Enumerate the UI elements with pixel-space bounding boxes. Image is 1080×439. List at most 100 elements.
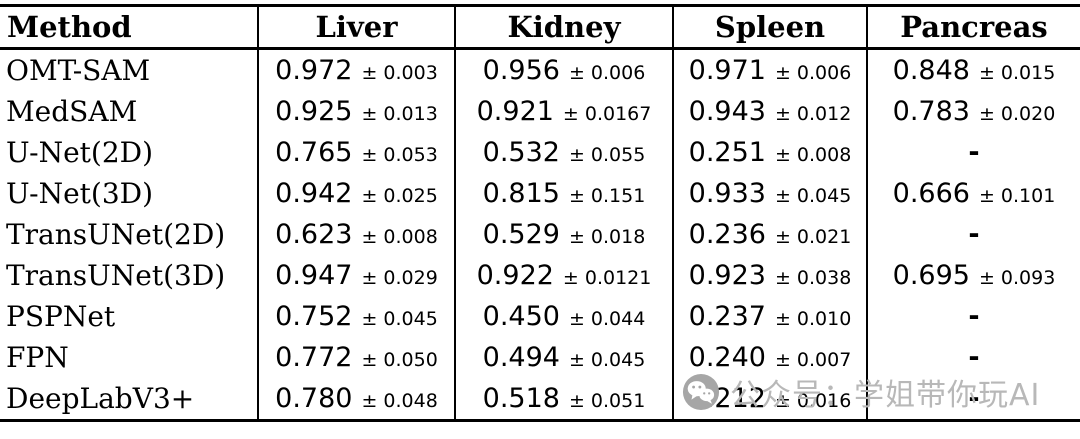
metric-std: ± 0.018 (568, 226, 646, 248)
metric-std: ± 0.093 (978, 267, 1056, 289)
table-row: PSPNet 0.752 ± 0.045 0.450 ± 0.044 0.237 ± … (0, 296, 1080, 337)
metric-value: 0.956 (482, 55, 560, 86)
metric-std: ± 0.016 (774, 390, 852, 412)
method-cell: PSPNet (6, 299, 116, 333)
metric-value: 0.240 (688, 342, 766, 373)
metric-std: ± 0.045 (568, 349, 646, 371)
value-cell: 0.518 ± 0.051 (454, 378, 673, 421)
metric-std: ± 0.0167 (562, 103, 652, 125)
value-cell: 0.772 ± 0.050 (257, 337, 455, 378)
metric-value: 0.237 (688, 301, 766, 332)
table-row: OMT-SAM 0.972 ± 0.003 0.956 ± 0.006 0.971 ±… (0, 48, 1080, 91)
metric-std: ± 0.020 (978, 103, 1056, 125)
method-cell: TransUNet(3D) (6, 258, 226, 292)
column-header-kidney: Kidney (454, 5, 673, 50)
value-cell: 0.494 ± 0.045 (454, 337, 673, 378)
value-cell: 0.780 ± 0.048 (257, 378, 455, 421)
metric-value: 0.529 (482, 219, 560, 250)
method-cell: U-Net(2D) (6, 135, 153, 169)
metric-value: 0.695 (892, 260, 970, 291)
table-header-row: Method Liver Kidney Spleen Pancreas (0, 5, 1080, 50)
metric-value: 0.783 (892, 96, 970, 127)
table-row: U-Net(2D) 0.765 ± 0.053 0.532 ± 0.055 0.25… (0, 132, 1080, 173)
value-cell: 0.752 ± 0.045 (257, 296, 455, 337)
value-cell: 0.947 ± 0.029 (257, 255, 455, 296)
column-header-liver: Liver (257, 5, 455, 50)
table-row: FPN 0.772 ± 0.050 0.494 ± 0.045 0.240 ± 0.0… (0, 337, 1080, 378)
missing-value-dash: - (968, 301, 980, 332)
metric-value: 0.450 (482, 301, 560, 332)
metric-std: ± 0.029 (361, 267, 438, 289)
value-cell: 0.972 ± 0.003 (257, 48, 455, 91)
table-row: MedSAM 0.925 ± 0.013 0.921 ± 0.0167 0.943 ±… (0, 91, 1080, 132)
value-cell: 0.942 ± 0.025 (257, 173, 455, 214)
metric-std: ± 0.045 (774, 185, 852, 207)
method-cell: U-Net(3D) (6, 176, 153, 210)
metric-value: 0.236 (688, 219, 766, 250)
value-cell: 0.815 ± 0.151 (454, 173, 673, 214)
metric-value: 0.518 (482, 383, 560, 414)
table-row: TransUNet(2D) 0.623 ± 0.008 0.529 ± 0.018 … (0, 214, 1080, 255)
value-cell: 0.923 ± 0.038 (672, 255, 867, 296)
value-cell: 0.925 ± 0.013 (257, 91, 455, 132)
metric-value: 0.765 (275, 137, 353, 168)
results-table: Method Liver Kidney Spleen Pancreas OMT-… (0, 4, 1080, 422)
metric-value: 0.752 (275, 301, 353, 332)
value-cell: 0.921 ± 0.0167 (454, 91, 673, 132)
metric-std: ± 0.051 (568, 390, 646, 412)
metric-value: 0.971 (688, 55, 766, 86)
metric-std: ± 0.025 (361, 185, 438, 207)
column-header-pancreas: Pancreas (866, 5, 1080, 50)
value-cell: 0.529 ± 0.018 (454, 214, 673, 255)
metric-std: ± 0.015 (978, 62, 1056, 84)
metric-std: ± 0.0121 (562, 267, 652, 289)
value-cell: 0.240 ± 0.007 (672, 337, 867, 378)
metric-std: ± 0.013 (361, 103, 438, 125)
method-cell: OMT-SAM (6, 53, 151, 87)
metric-value: 0.947 (275, 260, 353, 291)
column-header-method: Method (0, 5, 258, 50)
metric-value: 0.815 (482, 178, 560, 209)
value-cell: 0.450 ± 0.044 (454, 296, 673, 337)
value-cell: 0.765 ± 0.053 (257, 132, 455, 173)
value-cell: 0.666 ± 0.101 (866, 173, 1080, 214)
value-cell: 0.848 ± 0.015 (866, 48, 1080, 91)
metric-std: ± 0.006 (774, 62, 852, 84)
value-cell: 0.532 ± 0.055 (454, 132, 673, 173)
missing-value-dash: - (968, 342, 980, 373)
metric-std: ± 0.021 (774, 226, 852, 248)
metric-std: ± 0.045 (361, 308, 438, 330)
table-row: DeepLabV3+ 0.780 ± 0.048 0.518 ± 0.051 0.2… (0, 378, 1080, 421)
metric-value: 0.943 (688, 96, 766, 127)
metric-value: 0.848 (892, 55, 970, 86)
method-cell: MedSAM (6, 94, 138, 128)
metric-value: 0.921 (476, 96, 554, 127)
value-cell: 0.251 ± 0.008 (672, 132, 867, 173)
metric-std: ± 0.038 (774, 267, 852, 289)
value-cell: 0.236 ± 0.021 (672, 214, 867, 255)
metric-std: ± 0.003 (361, 62, 438, 84)
metric-std: ± 0.006 (568, 62, 646, 84)
value-cell: 0.943 ± 0.012 (672, 91, 867, 132)
metric-value: 0.251 (688, 137, 766, 168)
table-body: OMT-SAM 0.972 ± 0.003 0.956 ± 0.006 0.971 ±… (0, 48, 1080, 421)
value-cell: 0.237 ± 0.010 (672, 296, 867, 337)
metric-std: ± 0.048 (361, 390, 438, 412)
value-cell: - (866, 132, 1080, 173)
value-cell: 0.922 ± 0.0121 (454, 255, 673, 296)
table-row: TransUNet(3D) 0.947 ± 0.029 0.922 ± 0.0121… (0, 255, 1080, 296)
metric-std: ± 0.055 (568, 144, 646, 166)
metric-std: ± 0.044 (568, 308, 646, 330)
metric-value: 0.925 (275, 96, 353, 127)
metric-std: ± 0.053 (361, 144, 438, 166)
metric-value: 0.666 (892, 178, 970, 209)
method-cell: TransUNet(2D) (6, 217, 226, 251)
metric-value: 0.623 (275, 219, 353, 250)
column-header-spleen: Spleen (672, 5, 867, 50)
metric-value: 0.532 (482, 137, 560, 168)
method-cell: FPN (6, 340, 69, 374)
metric-std: ± 0.012 (774, 103, 852, 125)
value-cell: 0.956 ± 0.006 (454, 48, 673, 91)
metric-value: 0.494 (482, 342, 560, 373)
value-cell: - (866, 296, 1080, 337)
